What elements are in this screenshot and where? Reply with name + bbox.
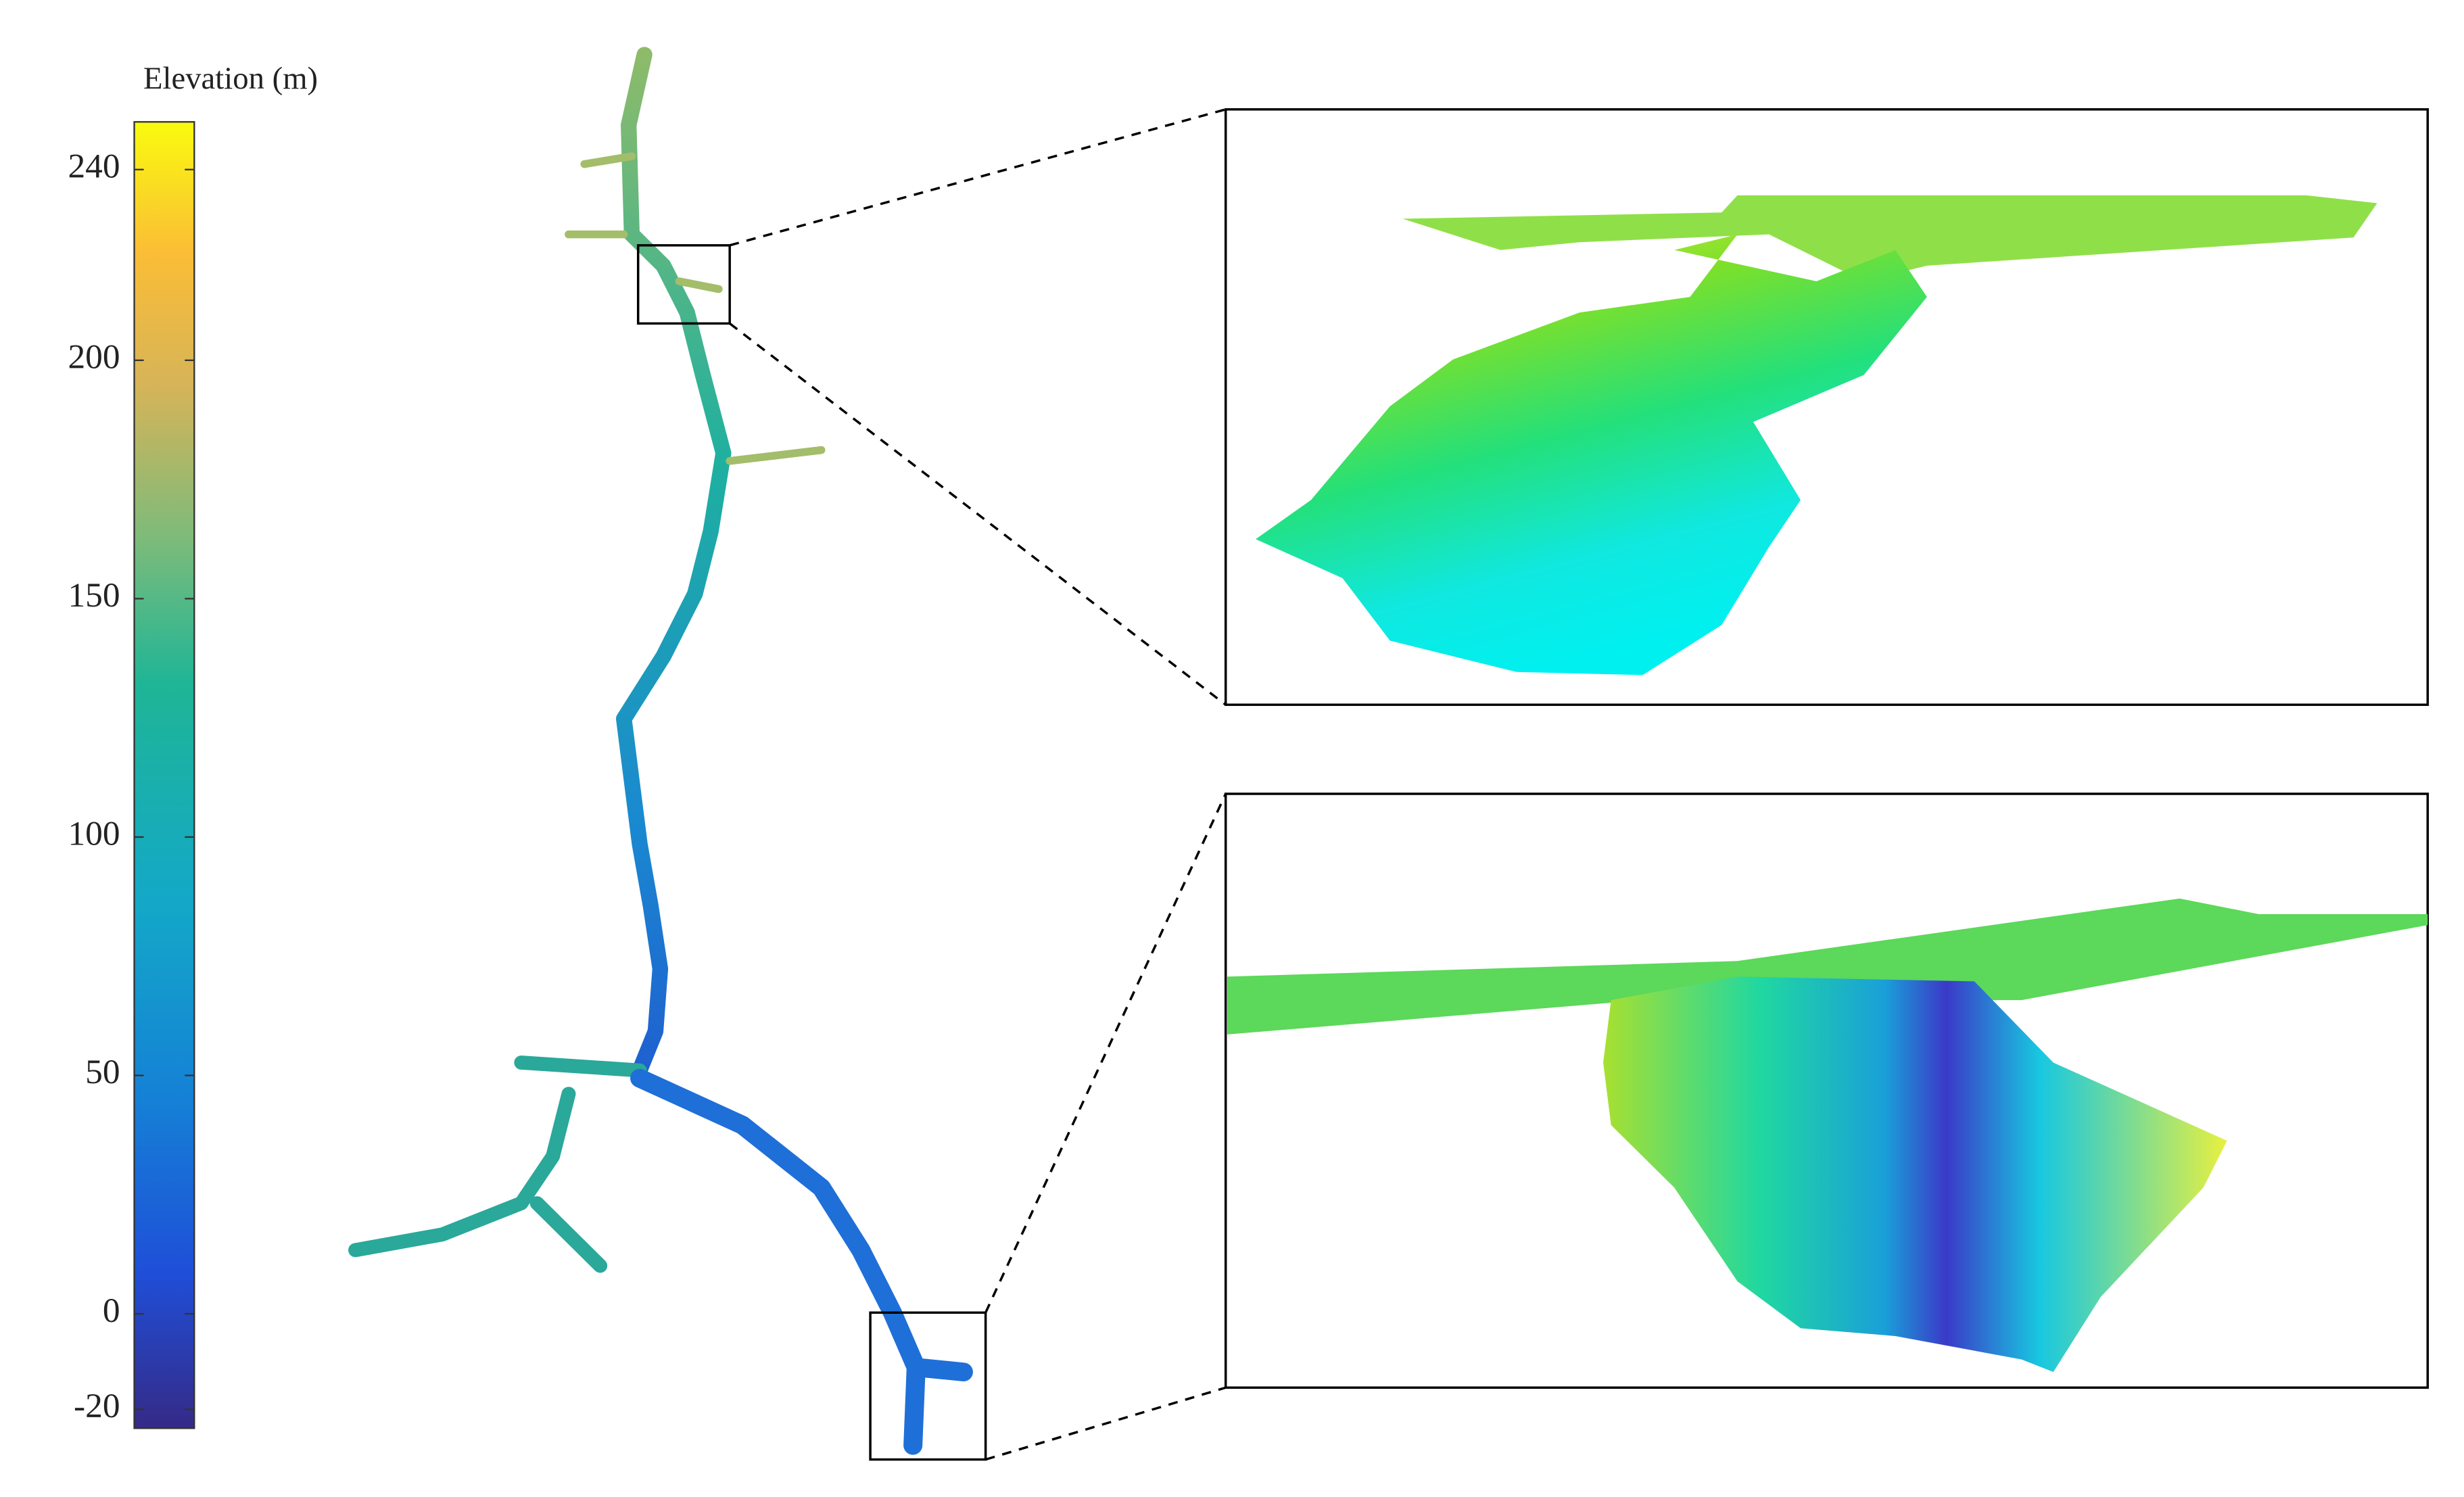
inset-bottom (1224, 792, 2430, 1389)
colorbar-ticks: 240 200 150 100 50 0 -20 (68, 147, 195, 1425)
tick-label: 150 (68, 576, 120, 615)
valley (1603, 976, 2227, 1373)
colorbar (133, 121, 195, 1429)
river-map (348, 47, 973, 1455)
zoom-box (636, 244, 731, 325)
colorbar-label: Elevation (m) (143, 62, 318, 96)
inset-top (1224, 108, 2430, 707)
tick-label: 240 (68, 147, 120, 186)
valley (1256, 234, 1927, 675)
tick-label: 100 (68, 815, 120, 853)
tick-label: 200 (68, 338, 120, 377)
tick-label: 50 (85, 1053, 120, 1091)
tick-label: 0 (103, 1291, 120, 1330)
river-main (616, 47, 732, 1078)
surface (1227, 898, 2428, 1035)
zoom-box (869, 1311, 987, 1461)
river-branch (348, 1055, 647, 1273)
connector (729, 108, 1227, 1461)
tick-label: -20 (74, 1387, 120, 1425)
river-lower (630, 1068, 973, 1455)
river-tributary (565, 152, 826, 465)
zoom-boxes (636, 108, 1227, 1461)
surface (1402, 195, 2377, 281)
